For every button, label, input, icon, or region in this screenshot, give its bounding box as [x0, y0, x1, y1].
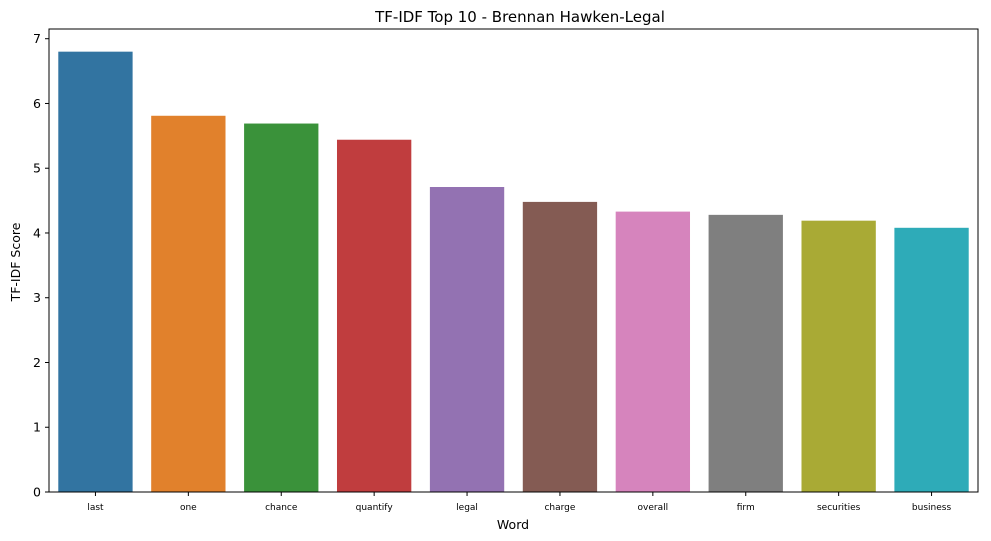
bars-group — [58, 51, 969, 493]
bar-firm — [708, 214, 783, 493]
bar-legal — [429, 187, 505, 492]
x-axis-label: Word — [497, 517, 529, 532]
bar-charge — [522, 201, 598, 493]
y-tick-label: 1 — [33, 420, 41, 435]
y-tick-label: 7 — [33, 31, 41, 46]
y-axis: 0 1 2 3 4 5 6 7 — [33, 31, 49, 500]
bar-overall — [615, 211, 691, 492]
y-axis-label: TF-IDF Score — [8, 222, 23, 302]
x-tick-label-chance: chance — [265, 503, 298, 513]
x-axis: last one chance quantify legal charge overall f… — [87, 492, 951, 513]
y-tick-label: 0 — [33, 485, 41, 500]
x-tick-label-firm: firm — [737, 503, 755, 513]
bar-securities — [801, 220, 876, 492]
x-tick-label-charge: charge — [544, 503, 575, 513]
y-tick-label: 3 — [33, 290, 41, 305]
bar-one — [151, 115, 226, 492]
y-tick-label: 6 — [33, 96, 41, 111]
x-tick-label-business: business — [912, 503, 952, 513]
plot-frame — [48, 28, 979, 493]
x-tick-label-securities: securities — [817, 503, 861, 513]
x-tick-label-overall: overall — [638, 503, 669, 513]
bar-quantify — [336, 139, 412, 492]
x-tick-label-quantify: quantify — [356, 503, 394, 513]
x-tick-label-one: one — [180, 503, 197, 513]
x-tick-label-last: last — [87, 503, 104, 513]
bar-chance — [244, 123, 319, 492]
y-tick-label: 5 — [33, 161, 41, 176]
bar-business — [894, 227, 969, 493]
bar-last — [58, 51, 133, 492]
chart-title: TF-IDF Top 10 - Brennan Hawken-Legal — [374, 8, 665, 26]
x-tick-label-legal: legal — [456, 503, 478, 513]
y-tick-label: 4 — [33, 225, 41, 240]
y-tick-label: 2 — [33, 355, 41, 370]
